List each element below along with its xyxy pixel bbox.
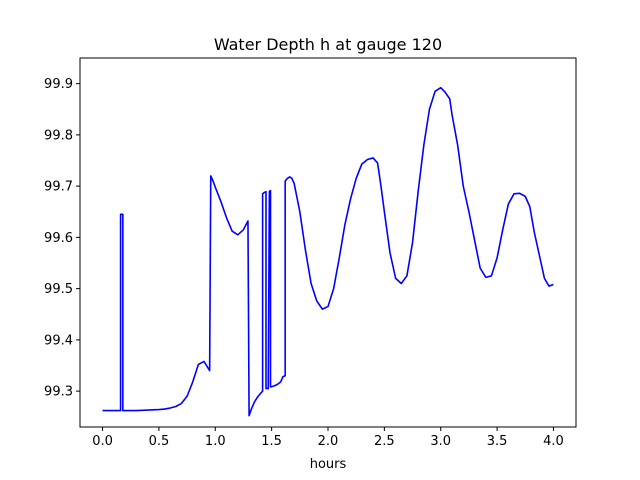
- x-tick-label: 3.0: [430, 434, 451, 449]
- y-tick-label: 99.9: [44, 77, 73, 92]
- x-tick-label: 1.5: [261, 434, 282, 449]
- y-tick-label: 99.3: [44, 385, 73, 400]
- y-tick-label: 99.6: [44, 231, 73, 246]
- x-tick-label: 2.0: [318, 434, 339, 449]
- x-tick-label: 0.0: [92, 434, 113, 449]
- series-layer: [102, 86, 554, 417]
- series-line-0: [102, 86, 554, 417]
- x-tick-label: 4.0: [543, 434, 564, 449]
- x-axis: 0.0 0.5 1.0 1.5 2.0 2.5 3.0 3.5 4.0: [92, 427, 564, 449]
- y-axis: 99.3 99.4 99.5 99.6 99.7 99.8 99.9: [44, 77, 80, 400]
- chart-title: Water Depth h at gauge 120: [214, 35, 442, 54]
- x-tick-label: 1.0: [205, 434, 226, 449]
- x-tick-label: 2.5: [374, 434, 395, 449]
- x-tick-label: 0.5: [149, 434, 170, 449]
- y-tick-label: 99.5: [44, 282, 73, 297]
- x-axis-label: hours: [310, 457, 347, 472]
- y-tick-label: 99.8: [44, 128, 73, 143]
- x-tick-label: 3.5: [487, 434, 508, 449]
- y-tick-label: 99.4: [44, 333, 73, 348]
- y-tick-label: 99.7: [44, 180, 73, 195]
